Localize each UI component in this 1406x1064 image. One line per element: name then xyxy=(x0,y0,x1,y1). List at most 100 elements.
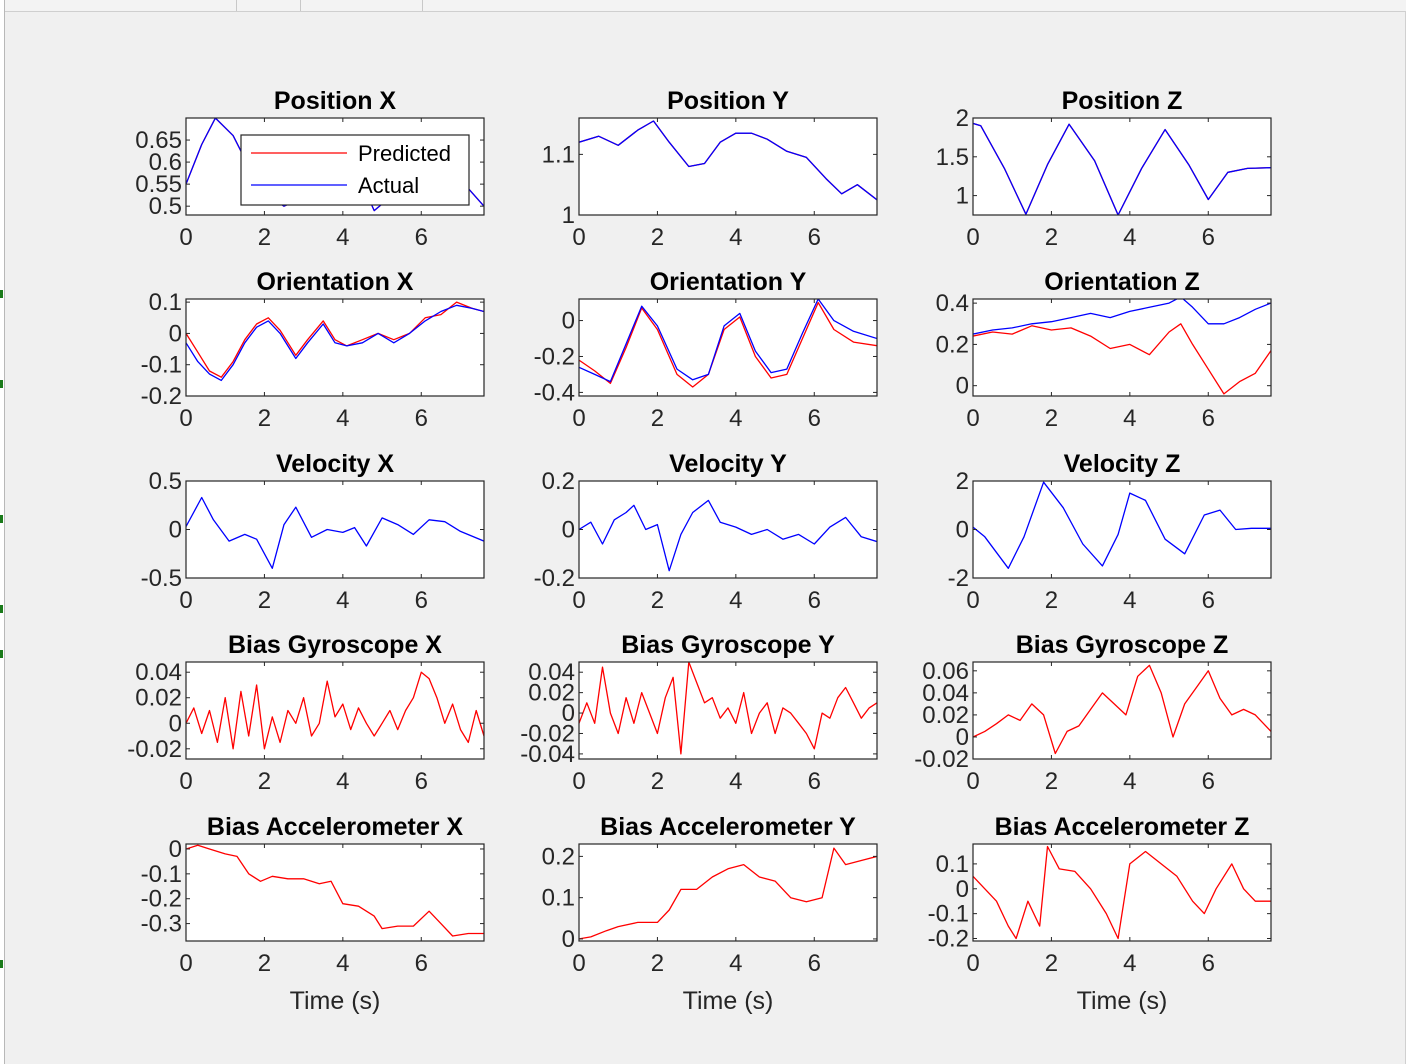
chart-title: Velocity X xyxy=(276,450,394,478)
x-tick-label: 6 xyxy=(415,768,428,795)
x-tick-label: 4 xyxy=(1123,587,1136,614)
plot-area xyxy=(186,481,484,578)
chart-title: Orientation X xyxy=(257,268,414,296)
series-line xyxy=(973,664,1271,755)
y-tick-label: 0.04 xyxy=(135,659,182,686)
x-tick-label: 2 xyxy=(258,224,271,251)
y-tick-label: -0.2 xyxy=(534,343,575,370)
y-tick-label: -0.1 xyxy=(928,901,969,928)
chart-title: Position Y xyxy=(667,87,789,115)
plot-area xyxy=(579,481,877,578)
x-tick-label: 4 xyxy=(729,768,742,795)
x-tick-label: 2 xyxy=(651,224,664,251)
x-tick-label: 4 xyxy=(336,587,349,614)
x-tick-label: 6 xyxy=(1202,405,1215,432)
x-tick-label: 0 xyxy=(966,768,979,795)
series-line xyxy=(579,120,877,201)
x-tick-label: 6 xyxy=(415,587,428,614)
y-tick-label: 0 xyxy=(562,700,575,727)
x-tick-label: 4 xyxy=(336,405,349,432)
axes-box xyxy=(185,661,485,760)
axes-box xyxy=(185,117,485,216)
y-tick-label: 0 xyxy=(956,517,969,544)
x-tick-label: 6 xyxy=(415,224,428,251)
background-window-mark xyxy=(0,605,3,613)
y-tick-label: 0 xyxy=(169,320,182,347)
y-tick-label: 0.06 xyxy=(922,658,969,685)
figure-toolbar xyxy=(0,0,1406,12)
x-tick-label: 0 xyxy=(572,768,585,795)
subplot: 0 2 4 6 -0.2 -0.1 0 0.1 Orientation X xyxy=(141,268,485,432)
y-tick-label: 0 xyxy=(169,710,182,737)
y-tick-label: 0.55 xyxy=(135,171,182,198)
axes-box xyxy=(578,298,878,397)
series-line xyxy=(579,499,877,572)
y-tick-label: 0.02 xyxy=(528,680,575,707)
y-tick-label: 0.2 xyxy=(936,331,969,358)
chart-title: Orientation Y xyxy=(650,268,807,296)
y-tick-label: 0.02 xyxy=(922,702,969,729)
y-tick-label: 0 xyxy=(956,876,969,903)
y-tick-label: 2 xyxy=(956,468,969,495)
y-tick-label: 0.6 xyxy=(149,149,182,176)
series-line xyxy=(973,323,1271,395)
axes-box xyxy=(578,843,878,942)
y-tick-label: -0.2 xyxy=(534,565,575,592)
y-tick-label: -0.02 xyxy=(127,736,182,763)
chart-title: Position X xyxy=(274,87,397,115)
y-tick-label: 0.2 xyxy=(542,468,575,495)
series-line xyxy=(186,671,484,750)
plot-area xyxy=(579,118,877,215)
y-tick-label: -0.5 xyxy=(141,565,182,592)
y-tick-label: -0.1 xyxy=(141,352,182,379)
x-tick-label: 0 xyxy=(179,950,192,977)
subplot: 0 2 4 6 0.50.550.60.65 Position X Predicted Act… xyxy=(135,87,485,251)
series-line xyxy=(186,844,484,937)
x-tick-label: 6 xyxy=(1202,768,1215,795)
background-window-edge xyxy=(0,0,5,1064)
x-tick-label: 2 xyxy=(1045,405,1058,432)
y-tick-label: 0.04 xyxy=(922,680,969,707)
plot-area xyxy=(186,299,484,396)
x-tick-label: 4 xyxy=(336,768,349,795)
y-tick-label: 0 xyxy=(169,836,182,863)
background-window-mark xyxy=(0,290,3,298)
legend-box xyxy=(240,134,470,206)
series-line xyxy=(186,496,484,569)
x-tick-label: 0 xyxy=(572,224,585,251)
x-tick-label: 6 xyxy=(1202,224,1215,251)
y-tick-label: 0.1 xyxy=(936,851,969,878)
chart-title: Bias Gyroscope Y xyxy=(621,631,835,659)
x-tick-label: 0 xyxy=(966,587,979,614)
x-tick-label: 0 xyxy=(179,405,192,432)
plot-area xyxy=(973,299,1271,396)
y-tick-label: -0.4 xyxy=(534,379,575,406)
background-window-mark xyxy=(0,515,3,523)
subplot: 0 2 4 6 1 1.5 2 Position Z xyxy=(936,87,1272,251)
x-tick-label: 2 xyxy=(258,405,271,432)
chart-title: Bias Accelerometer Z xyxy=(995,813,1250,841)
axes-box xyxy=(578,661,878,760)
y-tick-label: 1 xyxy=(562,202,575,229)
y-tick-label: 0 xyxy=(169,517,182,544)
series-line xyxy=(973,845,1271,940)
toolbar-divider xyxy=(422,0,423,11)
axes-box xyxy=(972,843,1272,942)
series-line xyxy=(186,304,484,382)
axes-box xyxy=(972,117,1272,216)
x-tick-label: 2 xyxy=(651,950,664,977)
plot-area xyxy=(973,481,1271,578)
x-tick-label: 6 xyxy=(808,587,821,614)
x-tick-label: 6 xyxy=(1202,587,1215,614)
x-tick-label: 4 xyxy=(1123,224,1136,251)
x-tick-label: 6 xyxy=(415,950,428,977)
x-tick-label: 2 xyxy=(258,587,271,614)
x-tick-label: 2 xyxy=(651,405,664,432)
x-tick-label: 6 xyxy=(808,405,821,432)
legend-label: Predicted xyxy=(358,141,451,166)
